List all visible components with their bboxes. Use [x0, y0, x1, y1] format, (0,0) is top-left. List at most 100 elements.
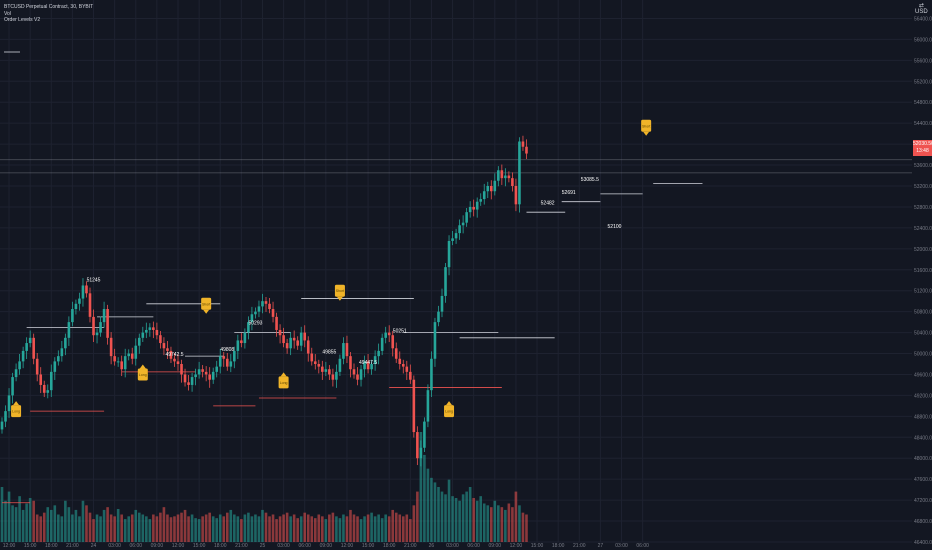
- candle-body: [81, 285, 85, 299]
- volume-bar: [247, 512, 250, 542]
- volume-bar: [183, 509, 187, 542]
- candle-body: [451, 238, 454, 241]
- volume-bar: [285, 512, 289, 542]
- candle-body: [60, 348, 64, 357]
- volume-bar: [250, 516, 254, 542]
- candle-body: [331, 374, 335, 380]
- volume-bar: [14, 507, 18, 542]
- volume-bar: [437, 487, 440, 542]
- last-price-tag: 52030.50 13:48: [913, 140, 932, 157]
- pivot-price-label: 52482: [541, 200, 555, 206]
- x-tick-label: 25: [260, 543, 266, 549]
- x-tick-label: 15:00: [24, 543, 37, 549]
- volume-bar: [398, 514, 402, 542]
- volume-bar: [359, 519, 363, 542]
- volume-bar: [197, 519, 201, 542]
- candle-body: [247, 322, 250, 333]
- candle-body: [521, 141, 525, 147]
- candle-body: [299, 332, 303, 346]
- candle-body: [166, 348, 169, 351]
- candle-body: [218, 356, 222, 367]
- signal-pointer: [203, 309, 210, 314]
- candle-body: [412, 379, 416, 433]
- volume-bar: [338, 518, 342, 542]
- candle-body: [363, 361, 366, 370]
- signal-badge-short: [334, 284, 345, 297]
- volume-bar: [85, 505, 88, 542]
- y-tick-label: 51200.0: [914, 289, 932, 295]
- volume-bar: [468, 487, 472, 542]
- candle-body: [88, 293, 92, 317]
- y-tick-label: 55600.0: [914, 58, 932, 64]
- volume-bar: [180, 512, 183, 542]
- candle-body: [440, 295, 444, 312]
- volume-indicator-label[interactable]: Vol: [4, 10, 11, 17]
- pivot-price-label: 49808: [220, 347, 234, 353]
- candle-body: [426, 390, 430, 422]
- candle-body: [419, 447, 423, 459]
- currency-switch[interactable]: ⇄ USD: [915, 3, 928, 15]
- x-tick-label: 06:00: [636, 543, 649, 549]
- candle-body: [127, 353, 131, 357]
- volume-bar: [211, 516, 215, 542]
- x-tick-label: 09:00: [151, 543, 164, 549]
- candle-body: [194, 374, 197, 378]
- y-tick-label: 53600.0: [914, 163, 932, 169]
- pivot-price-label: 50293: [248, 321, 262, 327]
- volume-bar: [289, 516, 292, 542]
- volume-bar: [99, 516, 102, 542]
- candle-body: [243, 332, 247, 344]
- candle-body: [71, 309, 74, 323]
- candle-body: [271, 309, 275, 317]
- candle-body: [444, 267, 447, 296]
- volume-bar: [514, 491, 518, 542]
- y-tick-label: 46400.0: [914, 540, 932, 546]
- y-tick-label: 55200.0: [914, 79, 932, 85]
- candle-body: [95, 332, 99, 336]
- volume-bar: [11, 505, 14, 542]
- candle-body: [430, 358, 433, 391]
- x-tick-label: 03:00: [277, 543, 290, 549]
- y-tick-label: 54400.0: [914, 121, 932, 127]
- order-levels-indicator-label[interactable]: Order Levels V2: [4, 17, 41, 23]
- volume-bar: [356, 516, 359, 542]
- pivot-price-label: 52691: [562, 190, 576, 196]
- volume-bar: [451, 496, 454, 542]
- candle-body: [359, 369, 363, 380]
- y-tick-label: 50400.0: [914, 331, 932, 337]
- candle-body: [489, 186, 493, 192]
- volume-bar: [373, 516, 377, 542]
- volume-bar: [409, 519, 412, 542]
- candle-body: [328, 369, 331, 375]
- volume-bar: [282, 514, 285, 542]
- x-tick-label: 15:00: [193, 543, 206, 549]
- candle-body: [236, 340, 240, 351]
- volume-bar: [511, 507, 514, 542]
- volume-bar: [141, 514, 145, 542]
- candle-body: [35, 358, 39, 375]
- volume-bar: [321, 516, 324, 542]
- candle-body: [338, 358, 342, 372]
- candle-body: [106, 309, 109, 338]
- volume-bar: [28, 498, 32, 542]
- signal-pointer: [13, 401, 20, 406]
- volume-bar: [275, 519, 278, 542]
- candle-body: [409, 371, 412, 380]
- symbol-title[interactable]: BTCUSD Perpetual Contract, 30, BYBIT: [4, 4, 94, 10]
- volume-bar: [444, 494, 447, 542]
- volume-bar: [306, 514, 310, 542]
- candle-body: [479, 199, 483, 202]
- volume-bar: [261, 509, 264, 542]
- signal-badge-long: [137, 368, 148, 381]
- volume-bar: [81, 500, 85, 542]
- candle-body: [349, 356, 352, 370]
- volume-bar: [42, 512, 46, 542]
- candle-body: [324, 369, 328, 372]
- volume-bar: [394, 512, 398, 542]
- volume-bar: [426, 468, 430, 542]
- y-tick-label: 50800.0: [914, 310, 932, 316]
- candle-body: [292, 337, 296, 341]
- x-tick-label: 27: [598, 543, 604, 549]
